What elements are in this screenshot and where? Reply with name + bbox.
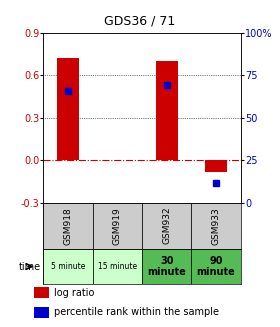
Text: GSM919: GSM919 [113,207,122,245]
Bar [192,249,241,284]
Bar [156,61,178,160]
Text: 5 minute: 5 minute [51,262,85,271]
Bar [93,249,142,284]
Bar [43,203,93,249]
Text: 15 minute: 15 minute [98,262,137,271]
Bar [205,160,227,172]
Text: 90
minute: 90 minute [197,256,235,277]
Text: 30
minute: 30 minute [147,256,186,277]
Bar [57,58,79,160]
Text: GSM933: GSM933 [212,207,221,245]
Text: log ratio: log ratio [54,288,95,298]
Bar [192,203,241,249]
Text: percentile rank within the sample: percentile rank within the sample [54,307,219,317]
Bar [142,203,192,249]
Bar [34,287,48,298]
Text: GSM932: GSM932 [162,207,171,245]
Text: time: time [18,262,41,271]
Text: GSM918: GSM918 [64,207,73,245]
Bar [93,203,142,249]
Bar [142,249,192,284]
Bar [43,249,93,284]
Bar [34,307,48,318]
Text: GDS36 / 71: GDS36 / 71 [104,15,176,28]
